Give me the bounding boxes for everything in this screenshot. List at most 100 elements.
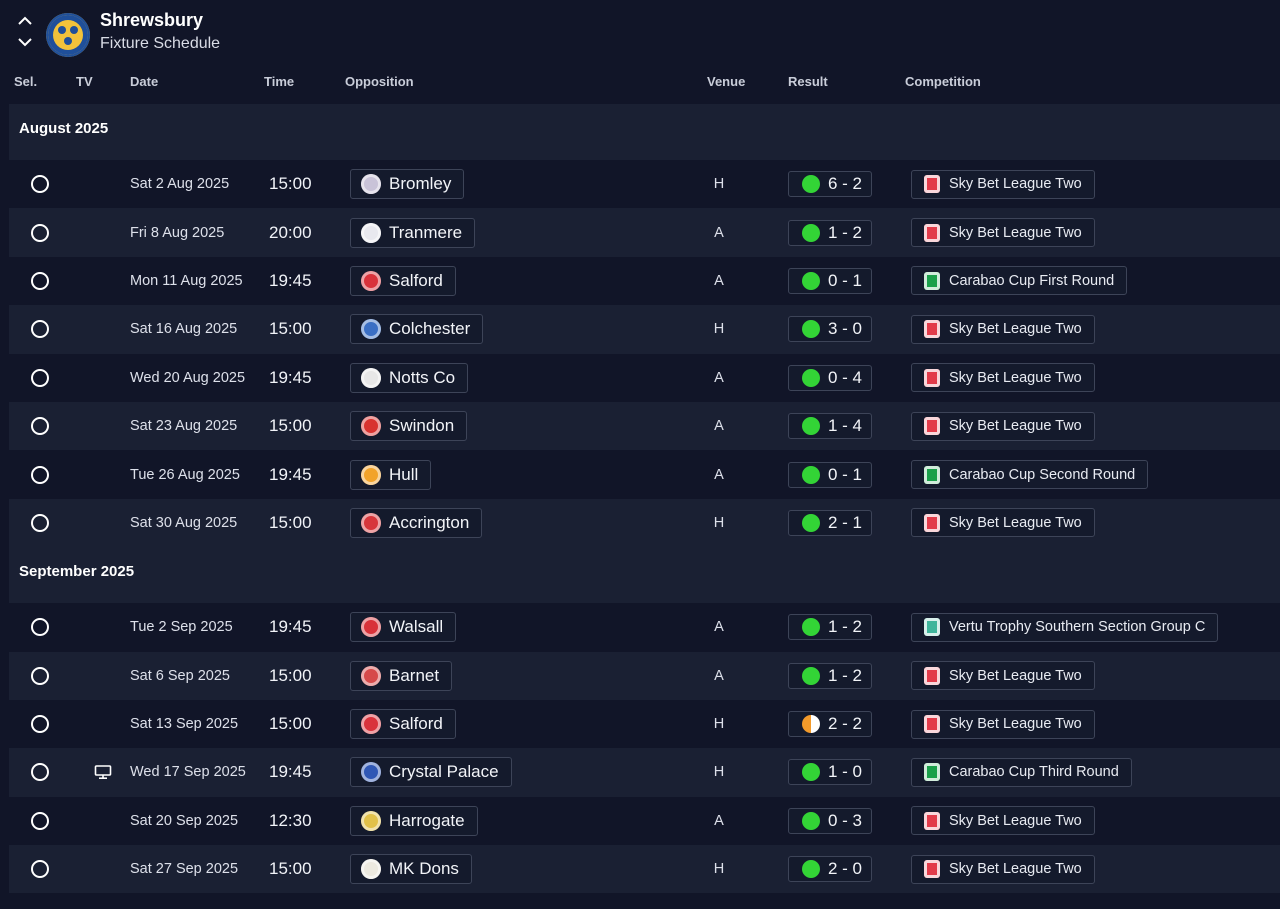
fixture-row[interactable]: Wed 20 Aug 2025 19:45 Notts Co A 0 - 4 Sky Be… <box>9 353 1280 402</box>
fixture-row[interactable]: Fri 8 Aug 2025 20:00 Tranmere A 1 - 2 Sky Bet… <box>9 208 1280 257</box>
select-cell[interactable] <box>29 748 51 796</box>
select-cell[interactable] <box>29 257 51 305</box>
opposition-button[interactable]: Salford <box>350 265 456 296</box>
result-button[interactable]: 1 - 2 <box>788 614 872 641</box>
fixture-row[interactable]: Sat 6 Sep 2025 15:00 Barnet A 1 - 2 Sky Bet L… <box>9 651 1280 700</box>
competition-logo-icon <box>924 860 940 879</box>
result-button[interactable]: 3 - 0 <box>788 316 872 343</box>
select-cell[interactable] <box>29 208 51 256</box>
col-result[interactable]: Result <box>788 74 828 89</box>
result-button[interactable]: 0 - 4 <box>788 364 872 391</box>
result-button[interactable]: 0 - 1 <box>788 461 872 488</box>
result-button[interactable]: 1 - 2 <box>788 662 872 689</box>
opposition-button[interactable]: Accrington <box>350 507 483 538</box>
fixture-row[interactable]: Sat 20 Sep 2025 12:30 Harrogate A 0 - 3 Sky B… <box>9 796 1280 846</box>
opposition-button[interactable]: Notts Co <box>350 362 469 393</box>
col-sel[interactable]: Sel. <box>14 74 38 89</box>
select-radio[interactable] <box>31 763 49 782</box>
fixture-row[interactable]: Tue 26 Aug 2025 19:45 Hull A 0 - 1 Carabao Cu… <box>9 450 1280 499</box>
competition-button[interactable]: Sky Bet League Two <box>911 508 1095 538</box>
select-radio[interactable] <box>31 811 49 830</box>
select-radio[interactable] <box>31 417 49 436</box>
col-competition[interactable]: Competition <box>905 74 981 89</box>
select-cell[interactable] <box>29 160 51 208</box>
fixture-row[interactable]: Sat 30 Aug 2025 15:00 Accrington H 2 - 1 Sky … <box>9 498 1280 548</box>
col-opposition[interactable]: Opposition <box>345 74 414 89</box>
select-cell[interactable] <box>29 700 51 748</box>
col-venue[interactable]: Venue <box>707 74 746 89</box>
col-date[interactable]: Date <box>130 74 159 89</box>
select-cell[interactable] <box>29 499 51 547</box>
competition-button[interactable]: Vertu Trophy Southern Section Group C <box>911 612 1219 642</box>
col-tv[interactable]: TV <box>76 74 93 89</box>
select-cell[interactable] <box>29 402 51 450</box>
result-button[interactable]: 2 - 1 <box>788 509 872 536</box>
select-radio[interactable] <box>31 513 49 532</box>
select-cell[interactable] <box>29 450 51 498</box>
opposition-button[interactable]: Walsall <box>350 612 457 643</box>
team-name[interactable]: Shrewsbury <box>100 10 204 30</box>
result-button[interactable]: 2 - 0 <box>788 856 872 883</box>
select-cell[interactable] <box>29 354 51 402</box>
select-radio[interactable] <box>31 860 49 879</box>
opposition-button[interactable]: Bromley <box>350 169 465 200</box>
fixture-row[interactable]: Mon 11 Aug 2025 19:45 Salford A 0 - 1 Carabao… <box>9 256 1280 306</box>
competition-button[interactable]: Sky Bet League Two <box>911 218 1095 248</box>
fixture-row[interactable]: Sat 2 Aug 2025 15:00 Bromley H 6 - 2 Sky Bet … <box>9 160 1280 209</box>
chevron-up-icon[interactable] <box>14 12 36 30</box>
select-radio[interactable] <box>31 223 49 242</box>
opposition-button[interactable]: Colchester <box>350 314 484 345</box>
result-button[interactable]: 1 - 4 <box>788 413 872 440</box>
competition-button[interactable]: Carabao Cup Third Round <box>911 757 1132 787</box>
opposition-button[interactable]: Swindon <box>350 411 468 442</box>
select-cell[interactable] <box>29 652 51 700</box>
select-radio[interactable] <box>31 175 49 194</box>
club-badge-icon <box>361 416 381 437</box>
opposition-button[interactable]: Barnet <box>350 660 453 691</box>
competition-button[interactable]: Sky Bet League Two <box>911 411 1095 441</box>
select-cell[interactable] <box>29 305 51 353</box>
fixture-row[interactable]: Sat 13 Sep 2025 15:00 Salford H 2 - 2 Sky Bet… <box>9 699 1280 749</box>
col-time[interactable]: Time <box>264 74 295 89</box>
competition-button[interactable]: Sky Bet League Two <box>911 854 1095 884</box>
select-radio[interactable] <box>31 666 49 685</box>
select-cell[interactable] <box>29 845 51 893</box>
select-radio[interactable] <box>31 618 49 637</box>
select-radio[interactable] <box>31 320 49 339</box>
result-button[interactable]: 0 - 1 <box>788 267 872 294</box>
select-radio[interactable] <box>31 465 49 484</box>
select-radio[interactable] <box>31 368 49 387</box>
fixture-row[interactable]: Tue 2 Sep 2025 19:45 Walsall A 1 - 2 Vertu Tr… <box>9 603 1280 652</box>
select-cell[interactable] <box>29 797 51 845</box>
fixture-venue: H <box>713 514 725 531</box>
competition-button[interactable]: Sky Bet League Two <box>911 169 1095 199</box>
competition-button[interactable]: Sky Bet League Two <box>911 363 1095 393</box>
chevron-down-icon[interactable] <box>14 30 36 52</box>
result-button[interactable]: 0 - 3 <box>788 807 872 834</box>
opposition-button[interactable]: Salford <box>350 709 456 740</box>
competition-button[interactable]: Sky Bet League Two <box>911 314 1095 344</box>
fixture-row[interactable]: Sat 16 Aug 2025 15:00 Colchester H 3 - 0 Sky … <box>9 305 1280 354</box>
competition-cell: Sky Bet League Two <box>911 208 1095 256</box>
competition-button[interactable]: Carabao Cup First Round <box>911 266 1128 296</box>
opposition-button[interactable]: Crystal Palace <box>350 757 512 788</box>
competition-button[interactable]: Sky Bet League Two <box>911 806 1095 836</box>
select-radio[interactable] <box>31 715 49 734</box>
competition-button[interactable]: Sky Bet League Two <box>911 709 1095 739</box>
competition-button[interactable]: Carabao Cup Second Round <box>911 460 1149 490</box>
fixture-row[interactable]: Wed 17 Sep 2025 19:45 Crystal Palace H 1 - 0… <box>9 748 1280 797</box>
result-button[interactable]: 1 - 2 <box>788 219 872 246</box>
result-button[interactable]: 6 - 2 <box>788 171 872 198</box>
fixture-row[interactable]: Sat 27 Sep 2025 15:00 MK Dons H 2 - 0 Sky Bet… <box>9 845 1280 894</box>
page-title: Fixture Schedule <box>100 35 221 52</box>
opposition-button[interactable]: MK Dons <box>350 854 472 885</box>
result-button[interactable]: 2 - 2 <box>788 711 872 738</box>
fixture-row[interactable]: Sat 23 Aug 2025 15:00 Swindon A 1 - 4 Sky Bet… <box>9 401 1280 451</box>
opposition-button[interactable]: Hull <box>350 459 432 490</box>
select-radio[interactable] <box>31 271 49 290</box>
select-cell[interactable] <box>29 603 51 651</box>
opposition-button[interactable]: Tranmere <box>350 217 476 248</box>
result-button[interactable]: 1 - 0 <box>788 759 872 786</box>
opposition-button[interactable]: Harrogate <box>350 805 478 836</box>
competition-button[interactable]: Sky Bet League Two <box>911 661 1095 691</box>
